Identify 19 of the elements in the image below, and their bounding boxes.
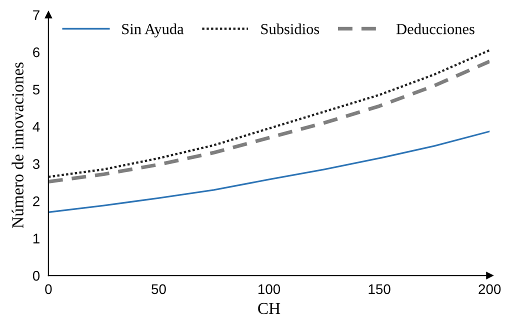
x-tick-label: 200 bbox=[478, 284, 501, 294]
y-tick-label: 3 bbox=[32, 159, 40, 169]
y-tick-label: 7 bbox=[33, 10, 40, 20]
legend-label: Subsidios bbox=[261, 23, 320, 34]
y-axis-title: Número de innovaciones bbox=[12, 62, 24, 228]
y-tick-label: 2 bbox=[33, 196, 40, 206]
y-tick-label: 4 bbox=[32, 122, 40, 132]
x-tick-label: 50 bbox=[152, 284, 166, 294]
line-series bbox=[48, 130, 490, 214]
legend-label: Deducciones bbox=[396, 23, 474, 34]
y-tick-label: 5 bbox=[32, 84, 40, 95]
legend-label: Sin Ayuda bbox=[122, 23, 184, 38]
y-tick-label: 0 bbox=[32, 270, 40, 281]
x-tick-label: 0 bbox=[45, 284, 52, 294]
x-tick-label: 150 bbox=[368, 284, 390, 294]
y-tick-label: 6 bbox=[33, 47, 40, 58]
y-tick-label: 1 bbox=[33, 234, 40, 244]
x-axis-title: CH bbox=[258, 302, 280, 314]
x-tick-label: 100 bbox=[258, 284, 280, 294]
